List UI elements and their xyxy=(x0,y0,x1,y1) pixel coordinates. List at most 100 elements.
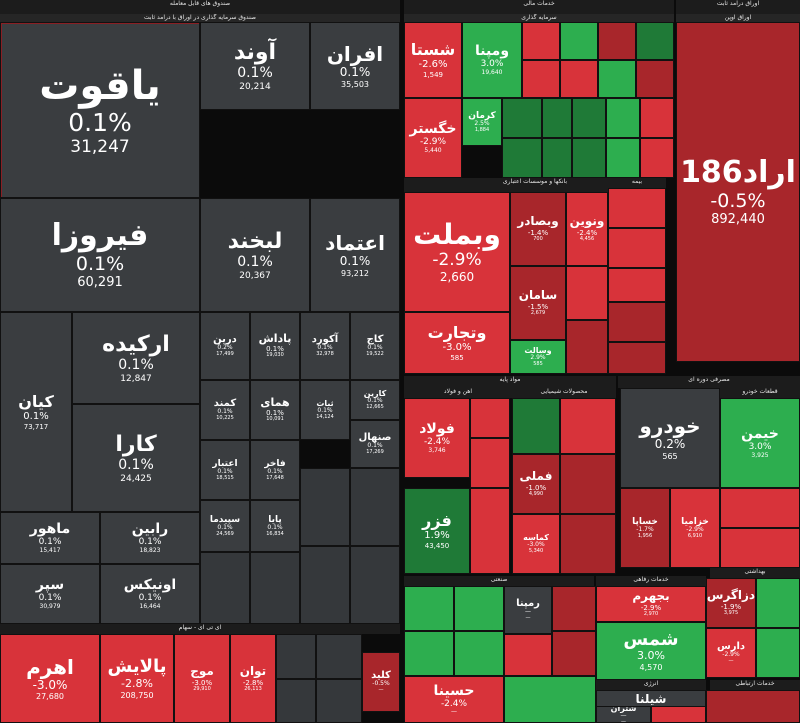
treemap-tile[interactable]: شستا -2.6% 1,549 xyxy=(404,22,462,98)
treemap-minor-tile[interactable] xyxy=(250,552,300,624)
treemap-tile[interactable]: ماهور 0.1% 15,417 xyxy=(0,512,100,564)
treemap-minor-tile[interactable] xyxy=(560,60,598,98)
treemap-tile[interactable]: حسینا -2.4% — xyxy=(404,676,504,723)
treemap-tile[interactable]: وبملت -2.9% 2,660 xyxy=(404,192,510,312)
treemap-minor-tile[interactable] xyxy=(572,98,606,138)
treemap-minor-tile[interactable] xyxy=(276,679,316,723)
treemap-tile[interactable]: ثبات 0.1% 14,124 xyxy=(300,380,350,440)
treemap-minor-tile[interactable] xyxy=(720,488,800,528)
treemap-tile[interactable]: فولاد -2.4% 3,746 xyxy=(404,398,470,478)
treemap-minor-tile[interactable] xyxy=(512,398,560,454)
treemap-tile[interactable]: خودرو 0.2% 565 xyxy=(620,388,720,488)
treemap-minor-tile[interactable] xyxy=(566,320,608,374)
treemap-tile[interactable]: کارین 0.1% 12,665 xyxy=(350,380,400,420)
treemap-minor-tile[interactable] xyxy=(608,228,666,268)
treemap-minor-tile[interactable] xyxy=(316,679,362,723)
treemap-minor-tile[interactable] xyxy=(522,60,560,98)
treemap-tile[interactable]: بجهرم -2.9% 2,970 xyxy=(596,586,706,622)
treemap-tile[interactable]: کیان 0.1% 73,717 xyxy=(0,312,72,512)
treemap-tile[interactable]: فملی -1.0% 4,990 xyxy=(512,454,560,514)
treemap-minor-tile[interactable] xyxy=(566,266,608,320)
treemap-tile[interactable]: اعتماد 0.1% 93,212 xyxy=(310,198,400,312)
treemap-minor-tile[interactable] xyxy=(522,22,560,60)
treemap-tile[interactable]: خزامیا -2.9% 6,910 xyxy=(670,488,720,568)
treemap-tile[interactable]: کماسه -3.0% 5,340 xyxy=(512,514,560,574)
treemap-minor-tile[interactable] xyxy=(350,546,400,624)
treemap-tile[interactable]: وسالت 2.9% 585 xyxy=(510,340,566,374)
treemap-tile[interactable]: ومپنا 3.0% 19,640 xyxy=(462,22,522,98)
treemap-minor-tile[interactable] xyxy=(404,631,454,676)
treemap-tile[interactable]: وتجارت -3.0% 585 xyxy=(404,312,510,374)
treemap-minor-tile[interactable] xyxy=(651,706,706,723)
treemap-minor-tile[interactable] xyxy=(454,586,504,631)
treemap-minor-tile[interactable] xyxy=(706,690,800,723)
treemap-minor-tile[interactable] xyxy=(598,22,636,60)
treemap-tile[interactable]: درین 0.2% 17,499 xyxy=(200,312,250,380)
treemap-minor-tile[interactable] xyxy=(560,454,616,514)
treemap-tile[interactable]: خگستر -2.9% 5,440 xyxy=(404,98,462,178)
treemap-tile[interactable]: کمند 0.1% 10,225 xyxy=(200,380,250,440)
treemap-minor-tile[interactable] xyxy=(756,578,800,628)
treemap-minor-tile[interactable] xyxy=(640,98,674,138)
treemap-tile[interactable]: یاقوت 0.1% 31,247 xyxy=(0,22,200,198)
treemap-tile[interactable]: سپیدما 0.1% 24,569 xyxy=(200,500,250,552)
treemap-minor-tile[interactable] xyxy=(560,514,616,574)
treemap-tile[interactable]: توان -2.8% 26,113 xyxy=(230,634,276,723)
treemap-minor-tile[interactable] xyxy=(276,634,316,679)
treemap-minor-tile[interactable] xyxy=(552,631,596,676)
treemap-minor-tile[interactable] xyxy=(608,302,666,342)
treemap-tile[interactable]: خساپا -1.7% 1,956 xyxy=(620,488,670,568)
treemap-minor-tile[interactable] xyxy=(504,676,596,723)
treemap-tile[interactable]: صنهال 0.1% 17,269 xyxy=(350,420,400,468)
treemap-minor-tile[interactable] xyxy=(316,634,362,679)
treemap-tile[interactable]: اراد186 -0.5% 892,440 xyxy=(676,22,800,362)
treemap-minor-tile[interactable] xyxy=(350,468,400,546)
treemap-tile[interactable]: فیروزا 0.1% 60,291 xyxy=(0,198,200,312)
treemap-minor-tile[interactable] xyxy=(636,60,674,98)
treemap-tile[interactable]: افران 0.1% 35,503 xyxy=(310,22,400,110)
treemap-tile[interactable]: کلید -0.5% — xyxy=(362,652,400,712)
treemap-minor-tile[interactable] xyxy=(542,98,572,138)
treemap-minor-tile[interactable] xyxy=(636,22,674,60)
treemap-minor-tile[interactable] xyxy=(560,398,616,454)
treemap-tile[interactable]: سپر 0.1% 30,979 xyxy=(0,564,100,624)
treemap-minor-tile[interactable] xyxy=(404,586,454,631)
treemap-minor-tile[interactable] xyxy=(502,98,542,138)
treemap-tile[interactable]: خیمن 3.0% 3,925 xyxy=(720,398,800,488)
treemap-minor-tile[interactable] xyxy=(608,268,666,302)
treemap-minor-tile[interactable] xyxy=(504,634,552,676)
treemap-tile[interactable]: سامان -1.5% 2,679 xyxy=(510,266,566,340)
treemap-minor-tile[interactable] xyxy=(756,628,800,678)
treemap-minor-tile[interactable] xyxy=(606,138,640,178)
treemap-tile[interactable]: ونوین -2.4% 4,456 xyxy=(566,192,608,266)
treemap-tile[interactable]: رابین 0.1% 18,823 xyxy=(100,512,200,564)
treemap-minor-tile[interactable] xyxy=(454,631,504,676)
treemap-tile[interactable]: فزر 1.9% 43,450 xyxy=(404,488,470,574)
treemap-tile[interactable]: پایا 0.1% 16,834 xyxy=(250,500,300,552)
treemap-tile[interactable]: شمس 3.0% 4,570 xyxy=(596,622,706,680)
treemap-tile[interactable]: اعتبار 0.1% 18,515 xyxy=(200,440,250,500)
treemap-tile[interactable]: دارس -2.9% — xyxy=(706,628,756,678)
treemap-tile[interactable]: فاخر 0.1% 17,648 xyxy=(250,440,300,500)
treemap-tile[interactable]: ارکیده 0.1% 12,847 xyxy=(72,312,200,404)
treemap-minor-tile[interactable] xyxy=(470,398,510,438)
treemap-minor-tile[interactable] xyxy=(470,488,510,574)
treemap-minor-tile[interactable] xyxy=(200,552,250,624)
treemap-tile[interactable]: موج -3.0% 29,910 xyxy=(174,634,230,723)
treemap-minor-tile[interactable] xyxy=(608,342,666,374)
treemap-tile[interactable]: لبخند 0.1% 20,367 xyxy=(200,198,310,312)
treemap-tile[interactable]: کاج 0.1% 19,522 xyxy=(350,312,400,380)
treemap-tile[interactable]: آوند 0.1% 20,214 xyxy=(200,22,310,110)
treemap-tile[interactable]: اهرم -3.0% 27,680 xyxy=(0,634,100,723)
treemap-tile[interactable]: اونیکس 0.1% 16,464 xyxy=(100,564,200,624)
treemap-tile[interactable]: پالایش -2.8% 208,750 xyxy=(100,634,174,723)
treemap-minor-tile[interactable] xyxy=(470,438,510,488)
treemap-tile[interactable]: شتران — — xyxy=(596,706,651,723)
treemap-minor-tile[interactable] xyxy=(640,138,674,178)
treemap-tile[interactable]: کرمان 2.5% 1,884 xyxy=(462,98,502,146)
treemap-tile[interactable]: وبصادر -1.4% 700 xyxy=(510,192,566,266)
treemap-tile[interactable]: کارا 0.1% 24,425 xyxy=(72,404,200,512)
treemap-tile[interactable]: همای 0.1% 10,091 xyxy=(250,380,300,440)
treemap-tile[interactable]: آکورد 0.1% 32,978 xyxy=(300,312,350,380)
treemap-tile[interactable]: دزاگرس -1.9% 3,975 xyxy=(706,578,756,628)
